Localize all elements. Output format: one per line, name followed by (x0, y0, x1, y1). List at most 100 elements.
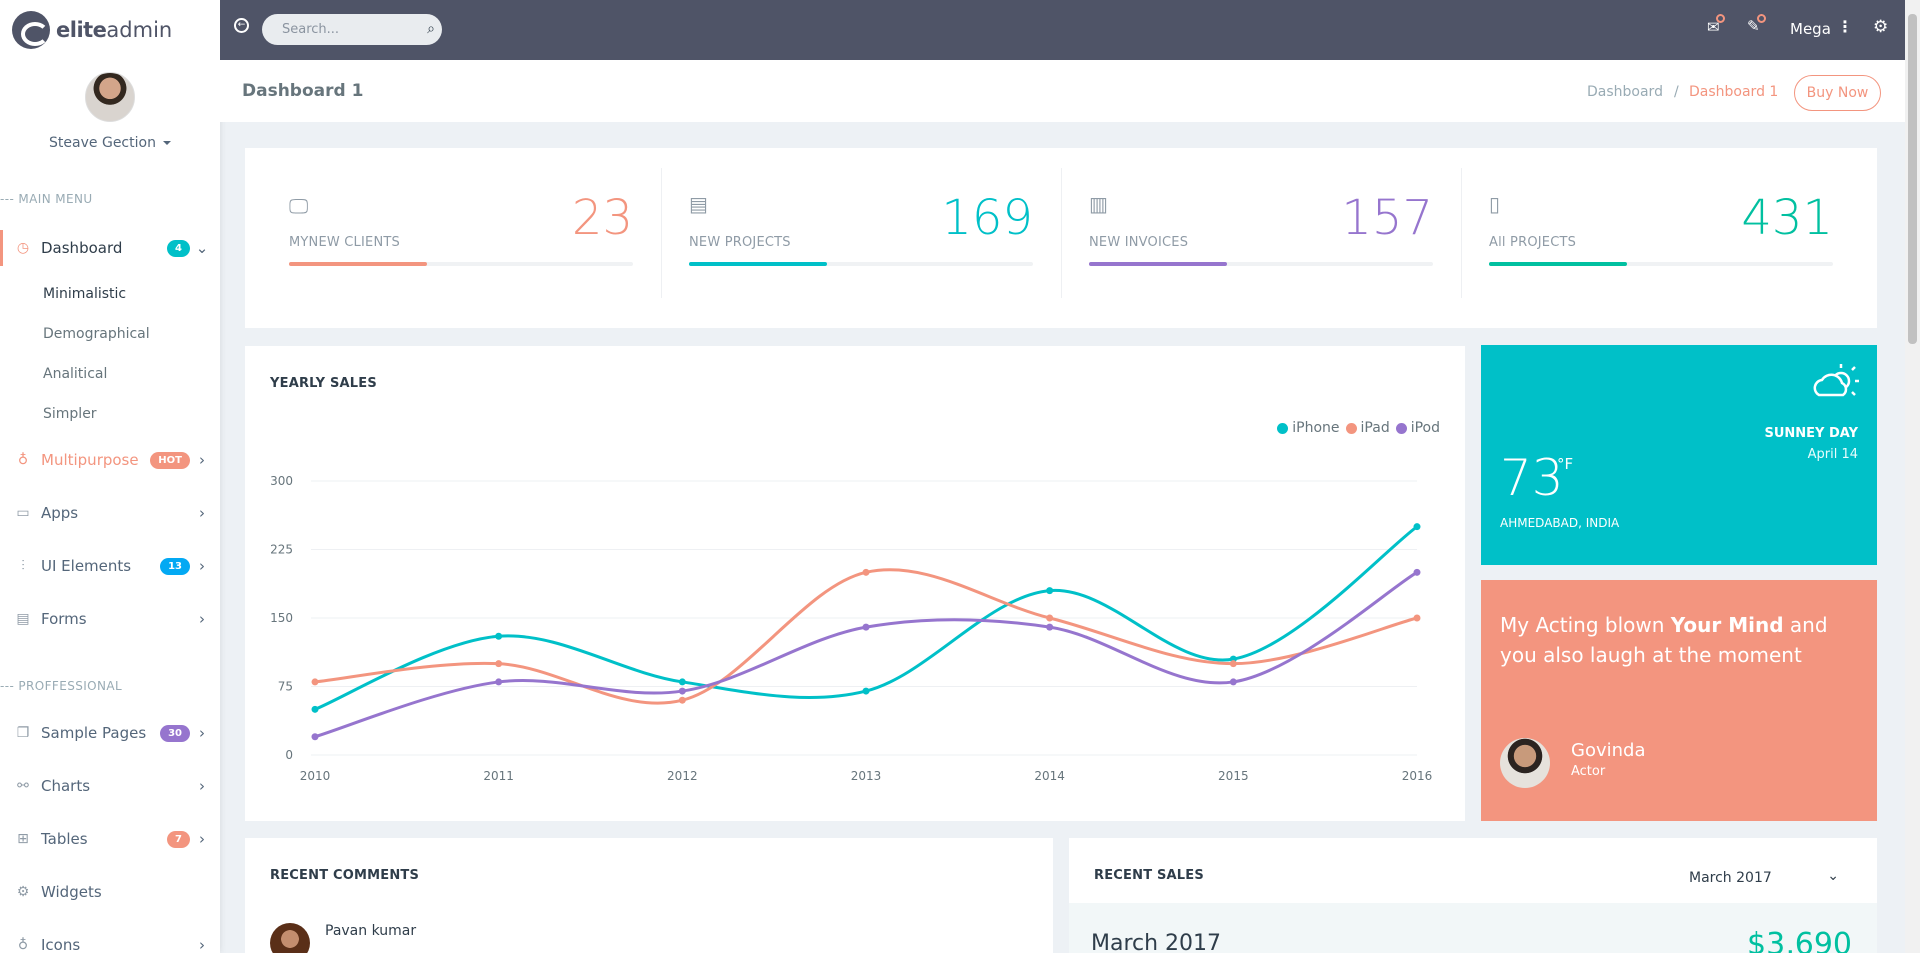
more-vertical-icon[interactable]: ⋮ (1837, 17, 1853, 36)
form-icon: ▤ (16, 611, 30, 627)
mega-menu[interactable]: Mega (1790, 20, 1831, 38)
sales-summary-row: March 2017 $3,690 (1069, 903, 1877, 953)
stat-label: MYNEW CLIENTS (289, 235, 400, 250)
data-point-ipod (678, 687, 686, 695)
weather-day: SUNNEY DAY (1764, 426, 1858, 441)
chart-legend: iPhone iPad iPod (1277, 420, 1440, 436)
x-tick-label: 2014 (1034, 769, 1065, 783)
page-scrollbar[interactable] (1905, 0, 1920, 953)
data-point-iphone (311, 705, 319, 713)
legend-item-ipad[interactable]: iPad (1345, 420, 1390, 436)
legend-dot (1345, 422, 1357, 434)
nav-multipurpose[interactable]: ♁ Multipurpose HOT › (0, 444, 210, 476)
nav-sub-minimalistic[interactable]: Minimalistic (43, 286, 127, 302)
stat-value: 431 (1741, 190, 1833, 246)
nav-apps-label: Apps (41, 504, 79, 522)
nav-icons-label: Icons (41, 936, 81, 953)
data-point-ipod (1229, 678, 1237, 686)
yearly-sales-card: YEARLY SALES iPhone iPad iPod 0 75 150 225 300… (245, 346, 1465, 821)
nav-sample-pages-badge: 30 (160, 724, 190, 742)
nav-dashboard-badge: 4 (167, 239, 190, 257)
quote-text-bold: Your Mind (1670, 613, 1784, 637)
data-point-iphone (495, 632, 503, 640)
nav-widgets[interactable]: ⚙ Widgets (0, 876, 210, 908)
quote-text-post: and you also laugh at the moment (1500, 613, 1828, 667)
progress-track (1489, 262, 1833, 266)
series-line-ipad (314, 568, 1418, 705)
logo[interactable]: elite admin (0, 0, 220, 60)
weather-date: April 14 (1807, 447, 1858, 462)
page-header: Dashboard 1 Dashboard / Dashboard 1 Buy … (220, 60, 1910, 122)
line-chart: 0 75 150 225 300 2010 2011 2012 2013 2014 2015 2016 (270, 474, 1433, 783)
nav-sub-analitical[interactable]: Analitical (43, 366, 108, 382)
chevron-right-icon: › (199, 451, 205, 469)
x-tick-label: 2012 (667, 769, 698, 783)
edit-icon[interactable]: ✎ (1747, 17, 1760, 35)
active-indicator (0, 230, 3, 266)
weather-temperature: 73 (1500, 449, 1564, 507)
nav-tables[interactable]: ⊞ Tables 7 › (0, 823, 210, 855)
month-select[interactable]: March 2017 ⌄ (1689, 868, 1849, 886)
brand-name-2: admin (106, 18, 173, 42)
buy-now-button[interactable]: Buy Now (1794, 75, 1881, 111)
user-name-dropdown[interactable]: Steave Gection (0, 135, 220, 151)
nav-tables-badge: 7 (167, 830, 190, 848)
breadcrumb-separator: / (1674, 84, 1679, 100)
progress-fill (689, 262, 827, 266)
notification-dot (1757, 14, 1766, 23)
nav-apps[interactable]: ▭ Apps › (0, 497, 210, 529)
weather-card: SUNNEY DAY April 14 73 °F AHMEDABAD, IND… (1481, 345, 1877, 565)
mail-icon[interactable]: ✉ (1707, 18, 1720, 36)
chevron-right-icon: › (199, 936, 205, 953)
chevron-right-icon: › (199, 830, 205, 848)
legend-dot (1277, 422, 1289, 434)
legend-item-ipod[interactable]: iPod (1395, 420, 1440, 436)
breadcrumb-current: Dashboard 1 (1689, 84, 1779, 100)
nav-tables-label: Tables (41, 830, 88, 848)
nav-ui-elements[interactable]: ⫶ UI Elements 13 › (0, 550, 210, 582)
nav-icons[interactable]: ♁ Icons › (0, 929, 210, 953)
x-tick-label: 2016 (1402, 769, 1433, 783)
data-point-ipad (311, 678, 319, 686)
back-arrow-icon[interactable]: ← (234, 18, 249, 33)
nav-forms[interactable]: ▤ Forms › (0, 603, 210, 635)
scrollbar-thumb[interactable] (1908, 14, 1917, 344)
notification-dot (1716, 14, 1725, 23)
search-input[interactable]: Search... ⌕ (262, 14, 442, 45)
search-icon[interactable]: ⌕ (427, 21, 435, 37)
nav-sub-simpler[interactable]: Simpler (43, 406, 97, 422)
nav-caption-main: --- MAIN MENU (0, 192, 93, 206)
author-avatar (1500, 738, 1550, 788)
weather-unit: °F (1557, 455, 1574, 473)
nav-charts[interactable]: ⚯ Charts › (0, 770, 210, 802)
nav-sample-pages[interactable]: ❐ Sample Pages 30 › (0, 717, 210, 749)
breadcrumb-home[interactable]: Dashboard (1587, 84, 1663, 100)
chevron-right-icon: › (199, 504, 205, 522)
nav-forms-label: Forms (41, 610, 87, 628)
stat-label: All PROJECTS (1489, 235, 1577, 250)
chevron-right-icon: › (199, 724, 205, 742)
data-point-ipad (495, 660, 503, 668)
monitor-icon: 🖵 (289, 194, 309, 218)
legend-item-iphone[interactable]: iPhone (1277, 420, 1340, 436)
nav-sub-demographical[interactable]: Demographical (43, 326, 150, 342)
quote-text-pre: My Acting blown (1500, 613, 1671, 637)
card-title: YEARLY SALES (270, 376, 377, 391)
settings-gear-icon[interactable]: ⚙ (1873, 17, 1889, 37)
clipboard-blank-icon: ▯ (1489, 192, 1501, 216)
document-icon: ▥ (1089, 192, 1108, 216)
clipboard-icon: ▤ (689, 192, 708, 216)
data-point-iphone (1046, 587, 1054, 595)
progress-fill (1089, 262, 1227, 266)
nav-multipurpose-label: Multipurpose (41, 451, 139, 469)
nav-dashboard[interactable]: ◷ Dashboard 4 ⌄ (0, 232, 210, 264)
card-title: RECENT COMMENTS (270, 868, 420, 883)
x-tick-label: 2010 (300, 769, 331, 783)
chevron-down-icon: ⌄ (1827, 868, 1839, 884)
user-profile: Steave Gection (0, 60, 220, 151)
progress-track (689, 262, 1033, 266)
stat-value: 157 (1341, 190, 1433, 246)
progress-fill (289, 262, 427, 266)
user-avatar (85, 72, 135, 122)
data-point-ipod (1413, 568, 1421, 576)
